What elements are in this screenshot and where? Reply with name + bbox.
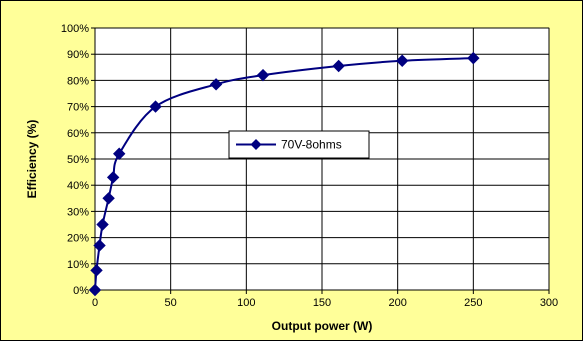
- data-point: [256, 68, 270, 82]
- data-point: [106, 171, 120, 184]
- x-tick-label: 300: [540, 297, 558, 309]
- y-axis-title: Efficiency (%): [25, 120, 39, 199]
- data-point: [88, 283, 102, 297]
- legend-marker: [250, 139, 262, 150]
- legend: 70V-8ohms: [228, 130, 370, 159]
- x-tick-label: 250: [464, 297, 482, 309]
- y-tick-label: 40%: [67, 180, 89, 192]
- y-tick-label: 70%: [67, 102, 89, 114]
- y-tick-label: 80%: [67, 75, 89, 87]
- data-point: [102, 192, 115, 205]
- y-tick-label: 100%: [61, 23, 89, 35]
- data-point: [467, 51, 480, 65]
- y-tick-label: 50%: [67, 154, 89, 166]
- data-point: [395, 54, 409, 67]
- y-tick-label: 10%: [67, 259, 89, 271]
- y-tick-label: 60%: [67, 128, 89, 140]
- x-tick-label: 150: [313, 297, 331, 309]
- y-tick-label: 20%: [67, 233, 89, 245]
- data-point: [149, 100, 162, 113]
- x-axis-title: Output power (W): [272, 319, 373, 333]
- y-tick-label: 30%: [67, 206, 89, 218]
- data-point: [209, 78, 223, 91]
- gridlines: [91, 27, 550, 294]
- tick-labels: 0% 10% 20% 30% 40% 50% 60% 70% 80% 90% 100% 0 50 100 1…: [61, 23, 558, 309]
- data-point: [90, 264, 103, 277]
- x-tick-label: 100: [237, 297, 255, 309]
- legend-label: 70V-8ohms: [281, 138, 342, 152]
- data-point: [113, 147, 126, 160]
- y-tick-label: 90%: [67, 49, 89, 61]
- data-point: [96, 218, 109, 231]
- data-point: [332, 59, 345, 73]
- y-tick-label: 0%: [73, 285, 89, 297]
- x-tick-label: 0: [92, 297, 98, 309]
- data-point: [93, 239, 106, 252]
- x-tick-label: 50: [165, 297, 177, 309]
- x-tick-label: 200: [388, 297, 406, 309]
- series-layer: [88, 51, 480, 297]
